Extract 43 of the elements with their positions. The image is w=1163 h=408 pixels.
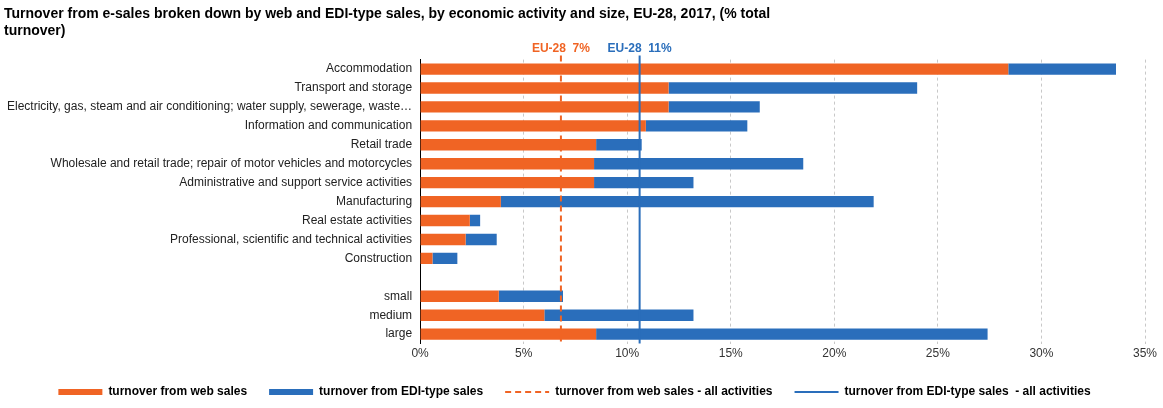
text: EU-28 7% — [531, 40, 591, 55]
bar — [420, 309, 545, 321]
chart-title: Turnover from e-sales broken down by web and EDI-type sales, by economic activity and size, EU-28, 2017, (% total turnover) — [4, 5, 771, 39]
y-tick-label: Transport and storage — [294, 80, 413, 95]
legend-label: turnover from web sales — [108, 384, 248, 399]
bar — [668, 101, 760, 113]
legend-label: turnover from web sales - all activities — [555, 384, 773, 399]
bar — [432, 252, 458, 265]
y-tick-label: Real estate activities — [302, 212, 413, 227]
y-tick-label: Manufacturing — [336, 193, 413, 208]
y-tick-label: Professional, scientific and technical activities — [169, 231, 413, 246]
y-tick-label: large — [385, 326, 413, 341]
bar — [420, 252, 433, 265]
text: EU-28 11% — [607, 40, 672, 55]
x-tick-label: 35% — [1132, 346, 1158, 361]
bar — [1008, 63, 1116, 75]
x-tick-label: 0% — [411, 346, 430, 361]
bar — [420, 290, 499, 302]
bar — [420, 214, 470, 227]
y-tick-label: medium — [369, 307, 413, 322]
bar — [469, 214, 481, 227]
y-tick-label: Administrative and support service activities — [179, 174, 413, 189]
x-tick-label: 25% — [925, 346, 951, 361]
bar — [465, 233, 497, 246]
bar — [420, 233, 466, 246]
legend-label: turnover from EDI-type sales — [319, 384, 484, 399]
y-tick-label: Accommodation — [326, 61, 413, 76]
x-tick-label: 15% — [718, 346, 744, 361]
bar — [668, 82, 918, 94]
y-tick-label: Construction — [344, 250, 413, 265]
bar — [420, 195, 501, 208]
y-tick-label: small — [384, 288, 413, 303]
x-tick-label: 10% — [615, 346, 640, 361]
x-tick-label: 30% — [1029, 346, 1054, 361]
y-tick-label: Retail trade — [350, 137, 413, 152]
bar — [645, 120, 748, 132]
y-tick-label: Information and communication — [244, 118, 413, 133]
legend-label: turnover from EDI-type sales - all activities — [844, 384, 1091, 399]
y-tick-label: Wholesale and retail trade; repair of motor vehicles and motorcycles — [50, 156, 413, 171]
x-tick-label: 5% — [514, 346, 533, 361]
bar — [498, 290, 563, 302]
y-tick-label: Electricity, gas, steam and air conditioning; water supply, sewerage, waste… — [7, 99, 413, 114]
x-tick-label: 20% — [822, 346, 847, 361]
